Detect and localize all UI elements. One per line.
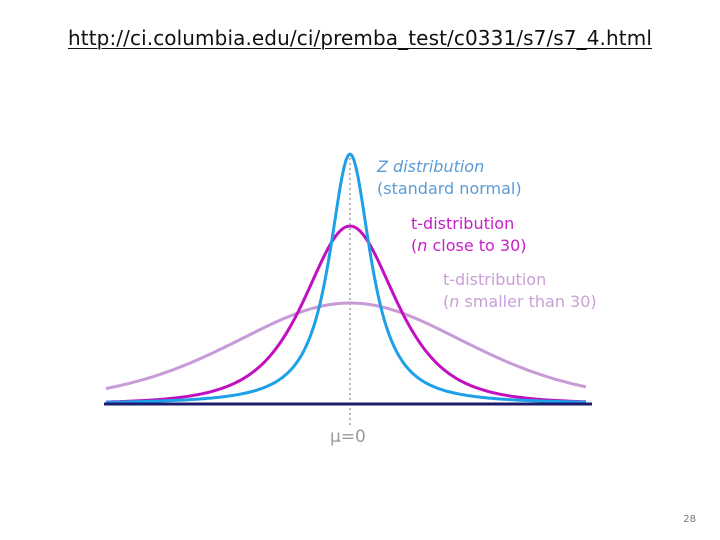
t-distribution-small-label: t-distribution xyxy=(443,270,546,289)
t-distribution-curve xyxy=(105,224,586,404)
z-distribution-label: Z distribution xyxy=(376,157,484,176)
page-number: 28 xyxy=(683,514,696,525)
n-smaller-than-30-label: (n smaller than 30) xyxy=(443,292,597,311)
mu-zero-label: μ=0 xyxy=(330,427,366,447)
z-distribution-curve xyxy=(106,152,587,404)
standard-normal-label: (standard normal) xyxy=(377,179,522,198)
n-close-to-30-label: (n close to 30) xyxy=(411,236,527,255)
source-url-link[interactable]: http://ci.columbia.edu/ci/premba_test/c0… xyxy=(68,26,652,50)
small-n-t-curve xyxy=(105,301,587,390)
t-distribution-label: t-distribution xyxy=(411,214,514,233)
